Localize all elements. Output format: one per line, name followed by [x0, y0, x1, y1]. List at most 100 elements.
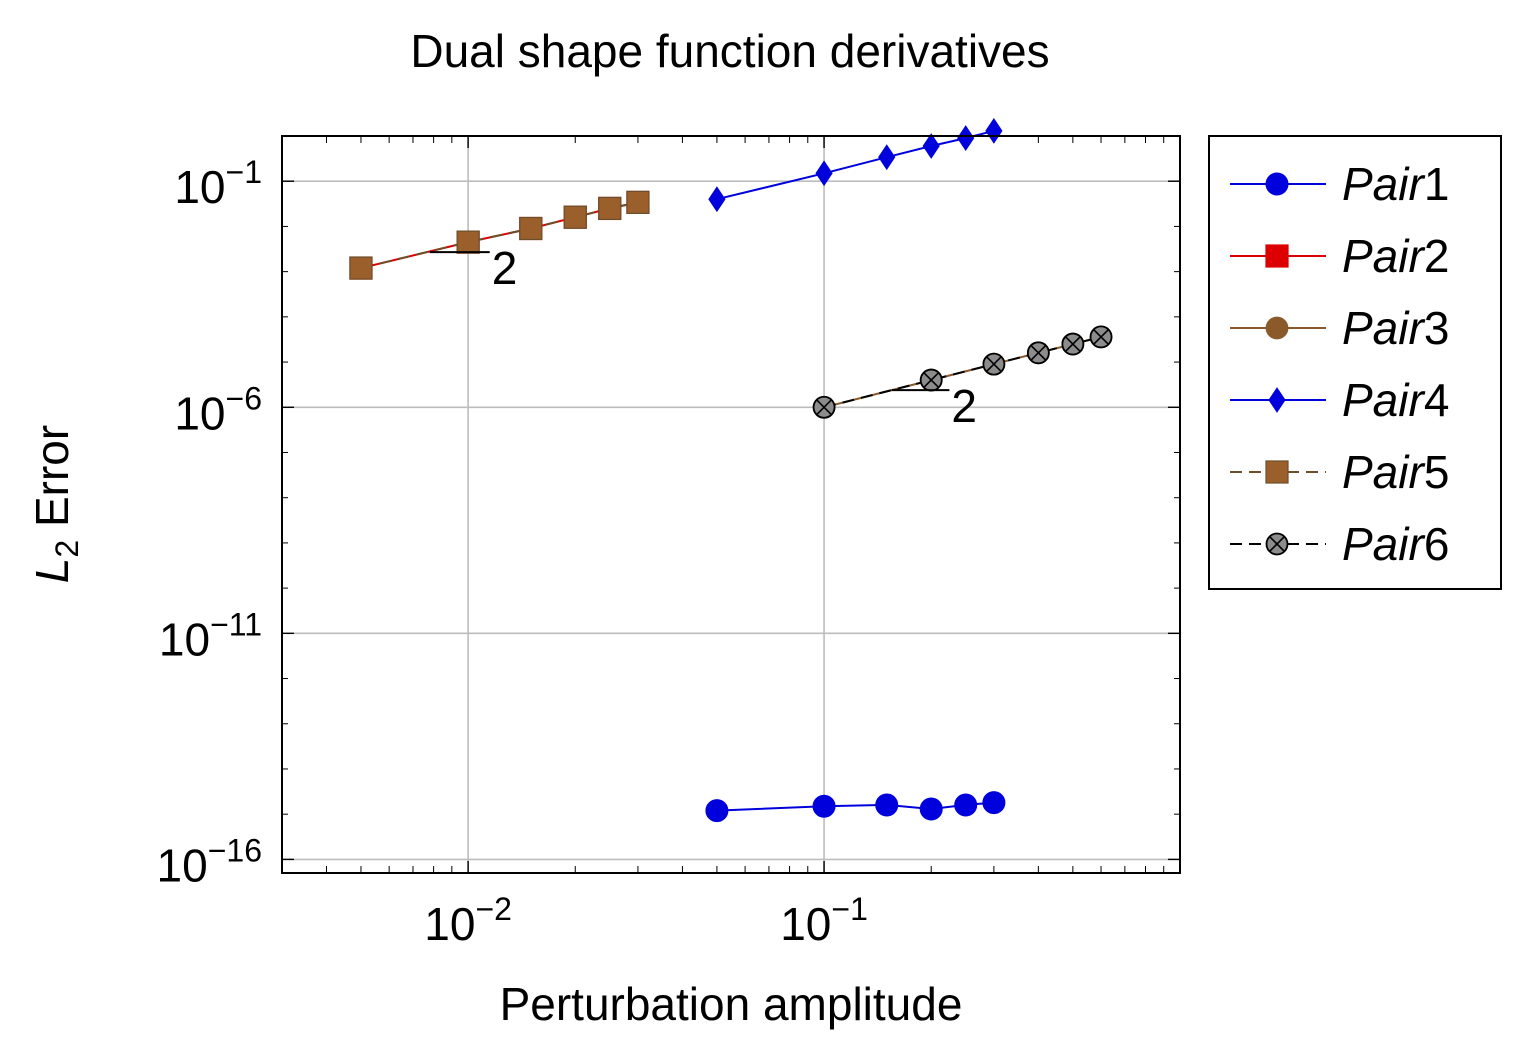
- point-Pair5-0: [349, 256, 373, 280]
- y-tick-label-2-base: 10: [159, 613, 210, 665]
- point-Pair1-5: [982, 791, 1006, 815]
- plot-frame: [281, 135, 1181, 874]
- legend-marker-Pair6-cross: [1269, 536, 1285, 552]
- legend-marker-Pair4: [1268, 387, 1286, 413]
- legend-label-Pair6: Pair6: [1342, 518, 1449, 570]
- legend-label-italic-Pair5: Pair: [1342, 446, 1425, 498]
- legend-marker-Pair5: [1265, 460, 1289, 484]
- slope-annotations: 22: [429, 242, 977, 432]
- legend-label-num-Pair6: 6: [1424, 518, 1450, 570]
- y-tick-label-1: 10−6: [174, 380, 262, 439]
- series-Pair4: [708, 117, 1003, 213]
- y-tick-label-3: 10−16: [157, 832, 262, 891]
- legend-label-num-Pair1: 1: [1424, 158, 1450, 210]
- y-axis-label-base: L: [26, 558, 78, 584]
- y-tick-label-2-exp: −11: [210, 606, 262, 642]
- y-tick-label-1-exp: −6: [226, 380, 262, 416]
- point-Pair4-2: [878, 144, 896, 171]
- legend-label-num-Pair2: 2: [1424, 230, 1450, 282]
- y-tick-label-2: 10−11: [159, 606, 262, 665]
- legend-label-Pair3: Pair3: [1342, 302, 1449, 354]
- point-Pair6-3-cross: [1030, 344, 1047, 361]
- y-tick-label-3-exp: −16: [208, 832, 262, 868]
- point-Pair1-3: [919, 797, 943, 821]
- legend-marker-Pair2: [1265, 244, 1289, 268]
- point-Pair5-5: [626, 190, 650, 214]
- point-Pair5-4: [598, 196, 622, 221]
- chart-title: Dual shape function derivatives: [410, 25, 1049, 77]
- x-tick-label-1: 10−1: [780, 891, 868, 950]
- x-tick-label-0-base: 10: [424, 898, 475, 950]
- point-Pair6-5: [1089, 325, 1113, 349]
- legend-label-italic-Pair3: Pair: [1342, 302, 1425, 354]
- y-axis-label-subscript: 2: [49, 540, 85, 558]
- point-Pair4-0: [708, 186, 726, 213]
- point-Pair4-3: [922, 133, 940, 159]
- x-tick-label-0-exp: −2: [475, 891, 511, 927]
- point-Pair6-1: [919, 368, 943, 392]
- legend-item-Pair3: Pair3: [1230, 302, 1449, 354]
- point-Pair5-2: [519, 216, 543, 241]
- legend-label-Pair2: Pair2: [1342, 230, 1449, 282]
- legend-marker-Pair3: [1265, 316, 1289, 340]
- series-layer: [349, 117, 1113, 823]
- legend-item-Pair1: Pair1: [1230, 158, 1449, 210]
- x-tick-label-0: 10−2: [424, 891, 512, 950]
- legend-label-italic-Pair6: Pair: [1342, 518, 1425, 570]
- minor-ticks: [282, 135, 1180, 873]
- legend-box: [1208, 135, 1502, 590]
- point-Pair1-1: [812, 794, 836, 818]
- legend-item-Pair6: Pair6: [1230, 518, 1449, 570]
- legend-label-italic-Pair4: Pair: [1342, 374, 1425, 426]
- legend-item-Pair5: Pair5: [1230, 446, 1449, 498]
- y-tick-label-3-base: 10: [157, 839, 208, 891]
- y-tick-label-0-exp: −1: [226, 154, 262, 190]
- point-Pair6-1-cross: [923, 372, 940, 389]
- series-line-Pair5: [360, 201, 639, 270]
- legend-marker-Pair6: [1265, 532, 1289, 556]
- series-line-Pair6: [823, 335, 1102, 409]
- legend-item-Pair4: Pair4: [1230, 374, 1449, 426]
- legend-label-num-Pair4: 4: [1424, 374, 1450, 426]
- legend-label-italic-Pair2: Pair: [1342, 230, 1425, 282]
- y-tick-label-1-base: 10: [174, 387, 225, 439]
- point-Pair4-5: [985, 117, 1003, 144]
- point-Pair6-4-cross: [1064, 336, 1081, 353]
- y-tick-label-0-base: 10: [174, 161, 225, 213]
- series-Pair6: [812, 325, 1113, 419]
- point-Pair1-0: [705, 799, 729, 823]
- legend-marker-Pair3-cross: [1269, 320, 1285, 336]
- grid: [282, 136, 1180, 873]
- legend-item-Pair2: Pair2: [1230, 230, 1449, 282]
- point-Pair6-5-cross: [1093, 328, 1109, 345]
- point-Pair4-1: [815, 160, 833, 187]
- legend-label-italic-Pair1: Pair: [1342, 158, 1425, 210]
- point-Pair5-1: [456, 230, 480, 254]
- y-tick-label-0: 10−1: [174, 154, 262, 213]
- series-Pair5: [349, 190, 650, 280]
- x-tick-label-1-exp: −1: [831, 891, 867, 927]
- x-tick-label-1-base: 10: [780, 898, 831, 950]
- legend-label-Pair4: Pair4: [1342, 374, 1449, 426]
- point-Pair4-4: [957, 125, 975, 151]
- point-Pair6-3: [1026, 341, 1050, 365]
- x-tick-labels: 10−2 10−1: [424, 891, 868, 950]
- legend-marker-Pair1: [1265, 172, 1289, 196]
- legend-label-Pair5: Pair5: [1342, 446, 1449, 498]
- point-Pair6-2-cross: [985, 356, 1002, 373]
- legend-label-num-Pair3: 3: [1424, 302, 1450, 354]
- slope-label-1: 2: [951, 380, 977, 432]
- x-axis-label: Perturbation amplitude: [500, 978, 963, 1030]
- point-Pair6-4: [1061, 332, 1085, 356]
- y-axis-label-rest: Error: [26, 425, 78, 540]
- point-Pair5-3: [563, 205, 587, 229]
- series-Pair1: [705, 791, 1006, 823]
- point-Pair1-2: [875, 793, 899, 817]
- point-Pair1-4: [954, 793, 978, 817]
- point-Pair6-0-cross: [816, 399, 833, 416]
- series-line-Pair1: [716, 801, 994, 812]
- point-Pair6-2: [982, 352, 1006, 376]
- legend-label-Pair1: Pair1: [1342, 158, 1449, 210]
